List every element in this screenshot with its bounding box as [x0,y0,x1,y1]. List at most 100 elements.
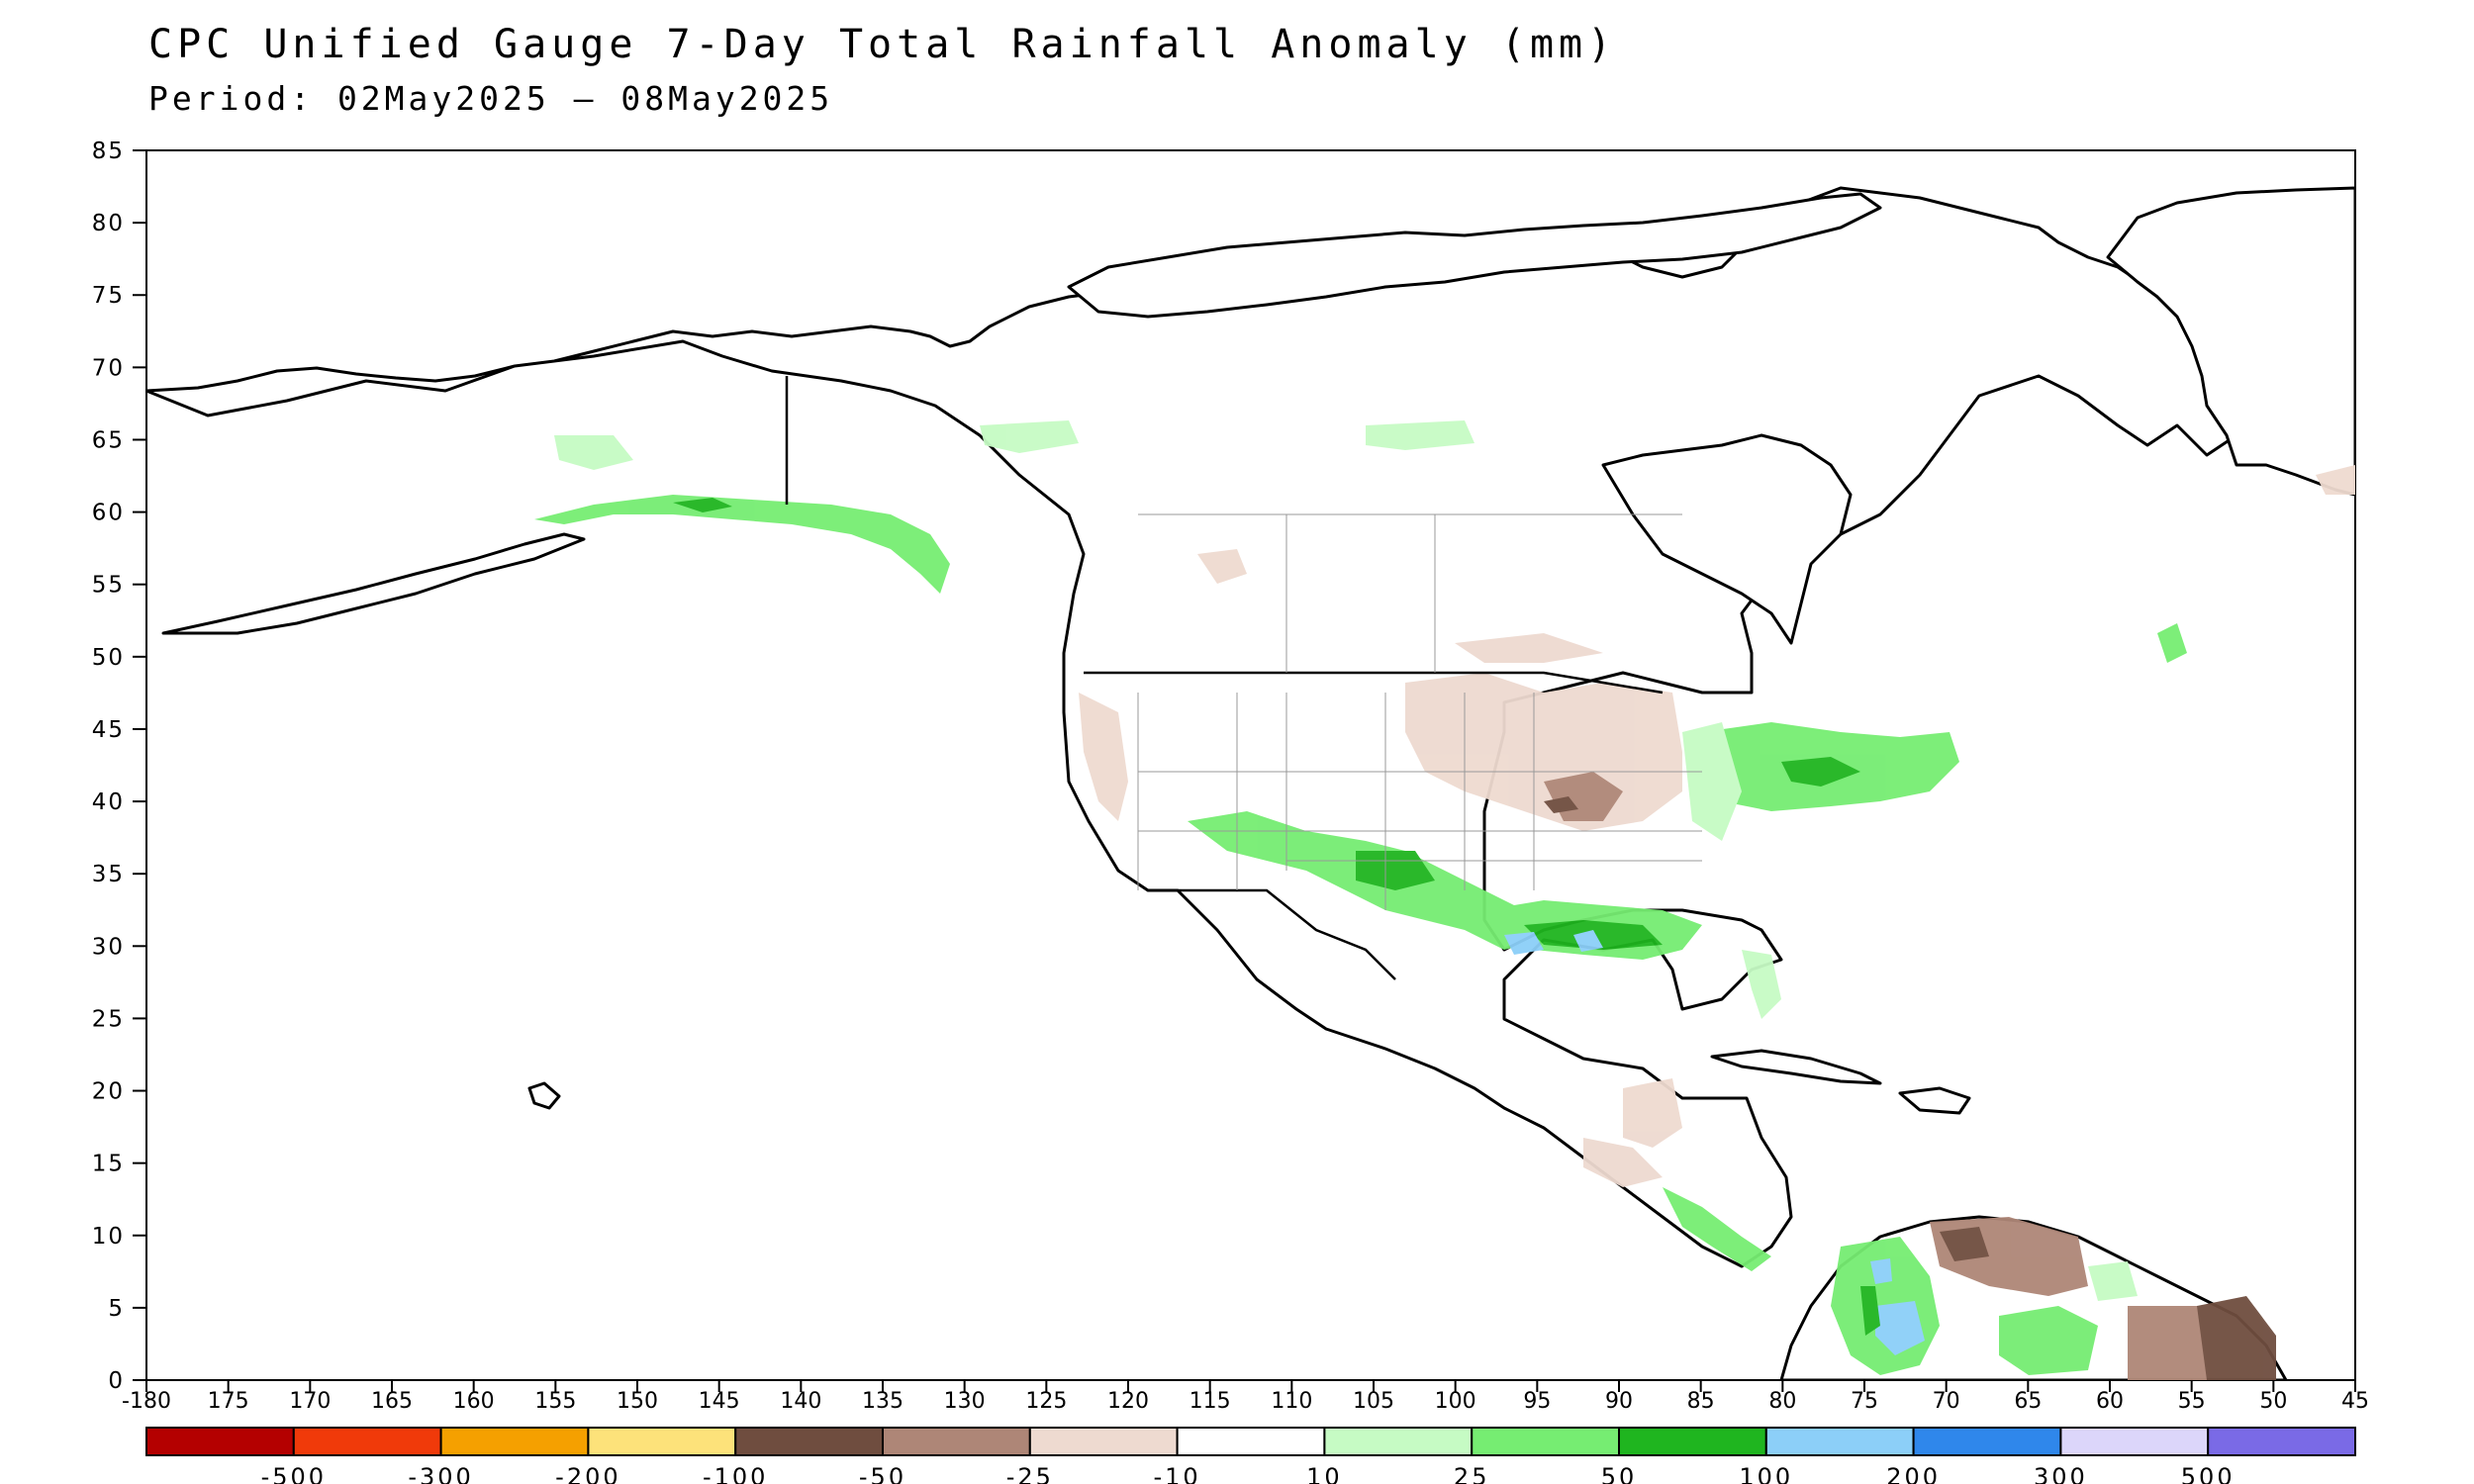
legend-label: 200 [1886,1463,1941,1484]
hawaii [527,1081,561,1110]
dry-west-coast [1079,693,1128,821]
legend-swatch [292,1427,442,1456]
lon-tick-label: -180 [122,1389,171,1414]
legend-swatch [1471,1427,1620,1456]
wet-amazon [1999,1306,2098,1375]
lon-axis: -180 175 170 165 160 155 150 145 140 135 130 125 120… [122,1380,2369,1414]
lon-tick-label: 45 [2341,1389,2369,1414]
wet-great-lakes [1682,722,1742,841]
wet-louisiana-max [1504,932,1544,955]
lon-tick-label: 65 [2014,1389,2042,1414]
legend-label: 50 [1601,1463,1638,1484]
lat-tick-label: 25 [92,1006,125,1032]
legend-swatch [1912,1427,2062,1456]
legend-label: -200 [555,1463,620,1484]
lat-tick-label: 0 [108,1368,125,1394]
lat-tick-label: 45 [92,717,125,743]
land-outlines [146,186,2355,1380]
legend-label: -25 [1006,1463,1054,1484]
wet-alaska-interior [554,435,633,470]
legend-label: -500 [261,1463,327,1484]
lon-tick-label: 115 [1189,1389,1231,1414]
us-canada-border [1084,671,1664,695]
lat-tick-label: 20 [92,1079,125,1105]
lon-tick-label: 110 [1271,1389,1312,1414]
dry-central-america [1583,1138,1663,1187]
wet-mississippi-max [1573,930,1603,952]
lon-tick-label: 155 [534,1389,576,1414]
hispaniola [1898,1086,1971,1115]
dry-venezuela-core [1940,1227,1989,1261]
wet-nova-scotia [2157,623,2187,663]
lon-tick-label: 50 [2259,1389,2287,1414]
dry-canada-prairies [1197,549,1247,584]
legend-label: -100 [703,1463,768,1484]
dry-guiana [2187,1296,2276,1380]
wet-colombia-max-2 [1870,1258,1892,1284]
greenland [2106,186,2355,497]
legend-swatch [1618,1427,1767,1456]
lon-tick-label: 135 [862,1389,904,1414]
legend-swatch [2059,1427,2210,1456]
lat-tick-label: 30 [92,934,125,960]
wet-anomaly-layer [534,420,2187,1375]
legend-swatch [1028,1427,1179,1456]
legend-label: 25 [1454,1463,1490,1484]
lon-tick-label: 170 [289,1389,331,1414]
lat-tick-label: 35 [92,862,125,887]
legend-label: -50 [859,1463,906,1484]
wet-guiana-shield [2088,1261,2138,1301]
legend-swatch [439,1427,590,1456]
wet-alaska-coast [534,495,950,594]
dry-canada-east [1455,633,1603,663]
lon-tick-label: 80 [1768,1389,1796,1414]
state-lines [1137,513,1702,910]
legend-label: -300 [408,1463,473,1484]
legend-swatch [587,1427,737,1456]
lat-tick-label: 85 [92,139,125,164]
legend-labels: -500 -300 -200 -100 -50 -25 -10 10 25 50 100 200 300… [261,1463,2236,1484]
legend-swatch [145,1427,295,1456]
hudson-bay [1601,433,1853,645]
lon-tick-label: 145 [699,1389,740,1414]
legend-label: -10 [1153,1463,1200,1484]
lon-tick-label: 140 [780,1389,821,1414]
lat-tick-label: 10 [92,1224,125,1250]
wet-northeast-core [1781,757,1860,787]
lat-tick-label: 60 [92,501,125,526]
lon-tick-label: 165 [371,1389,413,1414]
lon-tick-label: 85 [1687,1389,1715,1414]
lat-tick-label: 70 [92,355,125,381]
dry-yucatan [1623,1078,1682,1148]
lon-tick-label: 105 [1353,1389,1394,1414]
lat-tick-label: 50 [92,645,125,671]
lat-tick-label: 55 [92,573,125,599]
lat-tick-label: 75 [92,283,125,309]
wet-colombia-core [1860,1286,1880,1336]
dry-guiana-outer [2128,1306,2207,1380]
period-subtitle: Period: 02May2025 – 08May2025 [148,79,834,118]
lon-tick-label: 160 [453,1389,495,1414]
lat-tick-label: 65 [92,427,125,453]
lon-tick-label: 75 [1851,1389,1878,1414]
lon-tick-label: 90 [1605,1389,1633,1414]
wet-colombia-max [1875,1301,1925,1355]
lat-tick-label: 80 [92,211,125,236]
dry-anomaly-layer [1079,465,2355,1380]
lon-tick-label: 100 [1435,1389,1476,1414]
legend-label: 100 [1739,1463,1793,1484]
wet-central-america [1663,1187,1771,1271]
wet-florida [1742,950,1781,1019]
lon-tick-label: 175 [208,1389,249,1414]
dry-midwest-spot [1544,796,1578,813]
arctic-islands [1067,192,1882,319]
legend-label: 500 [2181,1463,2236,1484]
legend-swatch [882,1427,1031,1456]
legend-swatch [1323,1427,1474,1456]
legend-swatch [1764,1427,1915,1456]
lon-tick-label: 150 [617,1389,658,1414]
legend-label: 300 [2034,1463,2088,1484]
lon-tick-label: 70 [1933,1389,1960,1414]
